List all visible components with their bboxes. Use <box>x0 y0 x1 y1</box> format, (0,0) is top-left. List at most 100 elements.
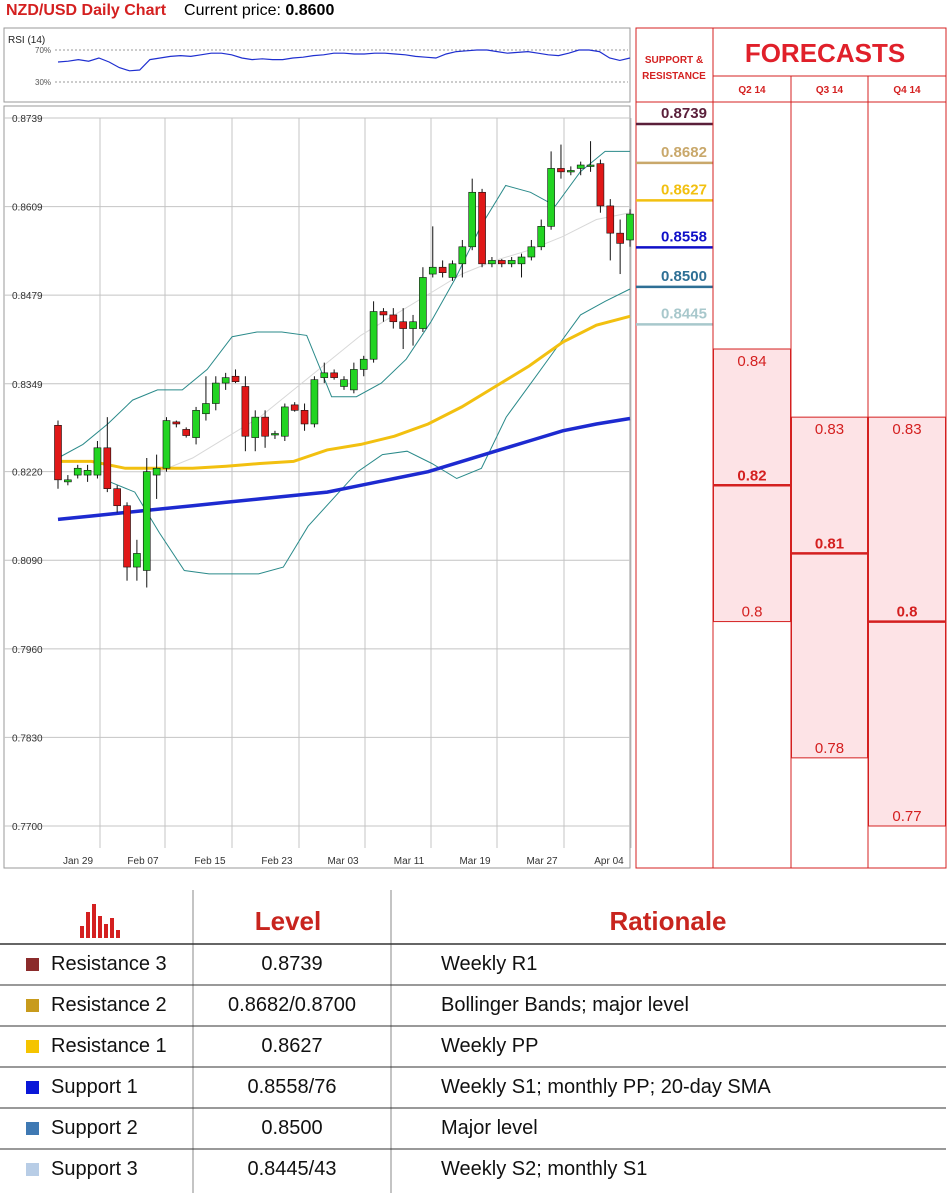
bar-chart-icon <box>80 904 120 938</box>
candle <box>300 403 309 431</box>
svg-text:0.8627: 0.8627 <box>661 181 707 198</box>
forecast-mid: 0.82 <box>737 467 766 484</box>
level-name: Support 2 <box>51 1117 138 1139</box>
level-header: Level <box>255 906 322 936</box>
rsi-tick-30: 30% <box>35 78 51 87</box>
forecast-column-label: Q4 14 <box>893 85 921 96</box>
candle <box>606 199 615 261</box>
y-tick-label: 0.8479 <box>12 291 43 302</box>
sr-level: 0.8558 <box>636 228 713 249</box>
candle <box>438 260 447 278</box>
candle <box>359 355 368 377</box>
x-tick-label: Mar 11 <box>394 856 425 867</box>
candle <box>409 314 417 346</box>
candle <box>428 226 437 278</box>
level-rationale: Weekly PP <box>441 1035 539 1057</box>
forecast-mid: 0.8 <box>897 604 918 621</box>
table-row: Support 3 0.8445/43 Weekly S2; monthly S1 <box>0 1149 950 1190</box>
table-row: Resistance 3 0.8739 Weekly R1 <box>0 944 950 985</box>
current-price-value: 0.8600 <box>285 2 335 19</box>
candle <box>241 376 250 452</box>
forecast-column: Q4 14 0.83 0.8 0.77 <box>868 85 946 827</box>
candle <box>320 362 329 384</box>
forecast-range <box>791 416 868 759</box>
level-value: 0.8558/76 <box>247 1076 337 1098</box>
y-tick-label: 0.7960 <box>12 645 43 656</box>
candle <box>507 257 516 268</box>
forecast-low: 0.8 <box>742 604 763 621</box>
candle <box>419 267 427 332</box>
forecast-column: Q3 14 0.83 0.81 0.78 <box>791 85 868 759</box>
sr-title-line2: RESISTANCE <box>642 71 706 82</box>
candle <box>626 209 634 247</box>
level-color-swatch <box>26 999 39 1012</box>
candle <box>340 376 348 390</box>
sma-blue-line <box>57 416 631 522</box>
bollinger-upper-band <box>57 150 630 459</box>
candle <box>350 362 358 394</box>
candle <box>596 159 605 213</box>
forecast-column-label: Q2 14 <box>738 85 766 96</box>
support-resistance-panel: SUPPORT & RESISTANCE 0.8739 0.8682 0.8627 0… <box>635 27 714 869</box>
x-tick-label: Apr 04 <box>594 856 624 867</box>
sr-level: 0.8682 <box>636 144 713 165</box>
chart-header: NZD/USD Daily Chart Current price: 0.8600 <box>6 2 334 24</box>
y-tick-label: 0.8220 <box>12 468 43 479</box>
y-tick-label: 0.7700 <box>12 822 43 833</box>
candle <box>231 369 240 384</box>
forecast-low: 0.78 <box>815 740 844 757</box>
candle <box>389 308 398 329</box>
sr-title-line1: SUPPORT & <box>645 55 703 66</box>
candle <box>478 188 486 268</box>
candle <box>93 440 102 479</box>
candle <box>547 151 555 230</box>
candle <box>182 427 191 438</box>
candle <box>251 410 260 452</box>
candle <box>123 502 131 581</box>
candle <box>281 403 289 441</box>
candle <box>73 464 82 479</box>
forecast-column: Q2 14 0.84 0.82 0.8 <box>713 85 791 623</box>
forecast-high: 0.83 <box>815 421 844 438</box>
candle <box>557 144 565 179</box>
table-row: Resistance 1 0.8627 Weekly PP <box>0 1026 950 1067</box>
forecast-column-label: Q3 14 <box>816 85 844 96</box>
level-rationale: Weekly S2; monthly S1 <box>441 1158 648 1180</box>
candle <box>527 239 536 261</box>
candle <box>113 485 121 513</box>
x-tick-label: Feb 15 <box>194 856 226 867</box>
x-tick-label: Mar 03 <box>327 856 359 867</box>
level-rationale: Bollinger Bands; major level <box>441 994 689 1016</box>
candle <box>103 417 112 493</box>
candle <box>133 539 141 581</box>
level-value: 0.8445/43 <box>247 1158 337 1180</box>
table-grid: Level Rationale <box>0 890 946 1193</box>
level-name: Resistance 1 <box>51 1035 167 1057</box>
rsi-line <box>57 49 631 72</box>
sr-level: 0.8445 <box>636 305 713 326</box>
sr-level: 0.8627 <box>636 181 713 202</box>
forecast-high: 0.84 <box>737 353 766 370</box>
level-name: Resistance 3 <box>51 953 167 975</box>
level-value: 0.8500 <box>261 1117 323 1139</box>
candle <box>142 458 151 588</box>
svg-text:0.8558: 0.8558 <box>661 228 707 245</box>
candle <box>567 166 575 176</box>
forecast-high: 0.83 <box>892 421 921 438</box>
level-color-swatch <box>26 1081 39 1094</box>
forecast-mid: 0.81 <box>815 535 844 552</box>
table-row: Support 2 0.8500 Major level <box>0 1108 950 1149</box>
y-tick-label: 0.8609 <box>12 203 43 214</box>
forecasts-title: FORECASTS <box>745 38 905 68</box>
price-panel: 0.8739 0.8609 0.8479 0.8349 0.8220 0.8090 0.79… <box>3 105 634 869</box>
candle <box>211 376 220 411</box>
forecasts-panel: FORECASTS Q2 14 0.84 0.82 0.8 Q3 14 0.83 0.81 0… <box>712 27 947 869</box>
y-tick-label: 0.8349 <box>12 380 43 391</box>
candle <box>221 372 230 390</box>
x-tick-label: Mar 27 <box>526 856 558 867</box>
level-value: 0.8739 <box>261 953 323 975</box>
candle <box>517 253 526 278</box>
candle <box>64 475 72 486</box>
candle <box>458 239 467 278</box>
svg-text:0.8739: 0.8739 <box>661 105 707 122</box>
